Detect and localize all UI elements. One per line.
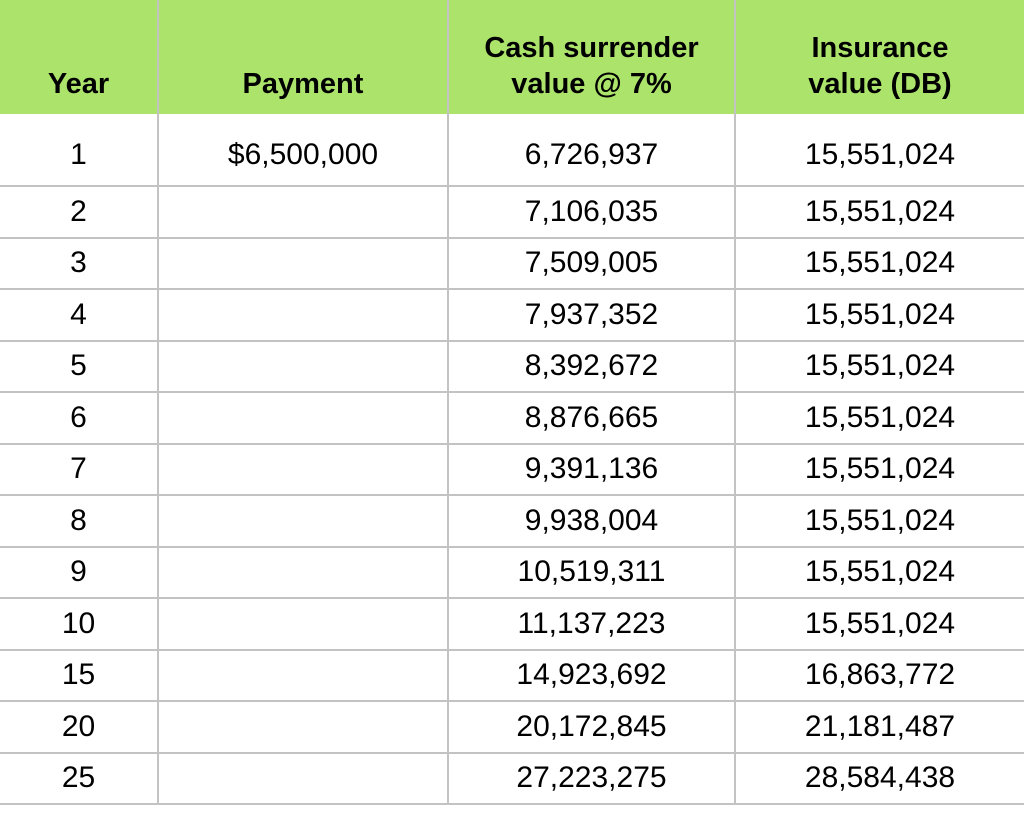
year-cell: 1 (0, 114, 158, 187)
insurance-value-cell: 21,181,487 (734, 701, 1024, 754)
table-row: 9 10,519,311 15,551,024 (0, 546, 1024, 599)
table-row: 20 20,172,845 21,181,487 (0, 701, 1024, 754)
cash-surrender-cell: 6,726,937 (447, 114, 735, 187)
table-row: 7 9,391,136 15,551,024 (0, 443, 1024, 496)
cash-surrender-cell: 27,223,275 (447, 752, 735, 805)
year-cell: 6 (0, 392, 158, 445)
year-cell: 5 (0, 340, 158, 393)
cash-surrender-cell: 9,938,004 (447, 495, 735, 548)
table-row: 25 27,223,275 28,584,438 (0, 752, 1024, 805)
table-row: 15 14,923,692 16,863,772 (0, 649, 1024, 702)
cash-surrender-cell: 20,172,845 (447, 701, 735, 754)
col-header-payment: Payment (157, 0, 448, 114)
payment-cell (157, 649, 448, 702)
payment-cell (157, 546, 448, 599)
insurance-value-cell: 28,584,438 (734, 752, 1024, 805)
year-cell: 20 (0, 701, 158, 754)
year-cell: 4 (0, 289, 158, 342)
payment-cell (157, 701, 448, 754)
col-header-year: Year (0, 0, 158, 114)
year-cell: 9 (0, 546, 158, 599)
insurance-value-cell: 15,551,024 (734, 392, 1024, 445)
cash-surrender-cell: 9,391,136 (447, 443, 735, 496)
insurance-value-cell: 15,551,024 (734, 443, 1024, 496)
cash-surrender-cell: 7,106,035 (447, 186, 735, 239)
year-cell: 25 (0, 752, 158, 805)
cash-surrender-cell: 11,137,223 (447, 598, 735, 651)
payment-cell (157, 752, 448, 805)
insurance-value-cell: 15,551,024 (734, 340, 1024, 393)
insurance-value-cell: 16,863,772 (734, 649, 1024, 702)
cash-surrender-cell: 8,392,672 (447, 340, 735, 393)
insurance-value-cell: 15,551,024 (734, 186, 1024, 239)
cash-surrender-cell: 10,519,311 (447, 546, 735, 599)
insurance-value-cell: 15,551,024 (734, 289, 1024, 342)
year-cell: 15 (0, 649, 158, 702)
policy-values-table: Year Payment Cash surrender value @ 7% I… (0, 0, 1024, 805)
year-cell: 8 (0, 495, 158, 548)
insurance-value-cell: 15,551,024 (734, 598, 1024, 651)
payment-cell (157, 237, 448, 290)
payment-cell (157, 443, 448, 496)
payment-cell (157, 340, 448, 393)
year-cell: 3 (0, 237, 158, 290)
year-cell: 2 (0, 186, 158, 239)
payment-cell (157, 598, 448, 651)
insurance-value-cell: 15,551,024 (734, 495, 1024, 548)
payment-cell: $6,500,000 (157, 114, 448, 187)
cash-surrender-cell: 7,937,352 (447, 289, 735, 342)
insurance-value-cell: 15,551,024 (734, 237, 1024, 290)
cash-surrender-cell: 8,876,665 (447, 392, 735, 445)
table-header-row: Year Payment Cash surrender value @ 7% I… (0, 0, 1024, 114)
year-cell: 10 (0, 598, 158, 651)
table-row: 4 7,937,352 15,551,024 (0, 289, 1024, 342)
table-row: 1 $6,500,000 6,726,937 15,551,024 (0, 114, 1024, 187)
payment-cell (157, 392, 448, 445)
insurance-value-cell: 15,551,024 (734, 114, 1024, 187)
table-row: 3 7,509,005 15,551,024 (0, 237, 1024, 290)
col-header-cash-surrender: Cash surrender value @ 7% (447, 0, 735, 114)
payment-cell (157, 186, 448, 239)
payment-cell (157, 289, 448, 342)
table-row: 8 9,938,004 15,551,024 (0, 495, 1024, 548)
cash-surrender-cell: 14,923,692 (447, 649, 735, 702)
col-header-insurance: Insurance value (DB) (734, 0, 1024, 114)
table-row: 10 11,137,223 15,551,024 (0, 598, 1024, 651)
table-row: 2 7,106,035 15,551,024 (0, 186, 1024, 239)
year-cell: 7 (0, 443, 158, 496)
table-row: 6 8,876,665 15,551,024 (0, 392, 1024, 445)
insurance-value-cell: 15,551,024 (734, 546, 1024, 599)
payment-cell (157, 495, 448, 548)
cash-surrender-cell: 7,509,005 (447, 237, 735, 290)
table-row: 5 8,392,672 15,551,024 (0, 340, 1024, 393)
